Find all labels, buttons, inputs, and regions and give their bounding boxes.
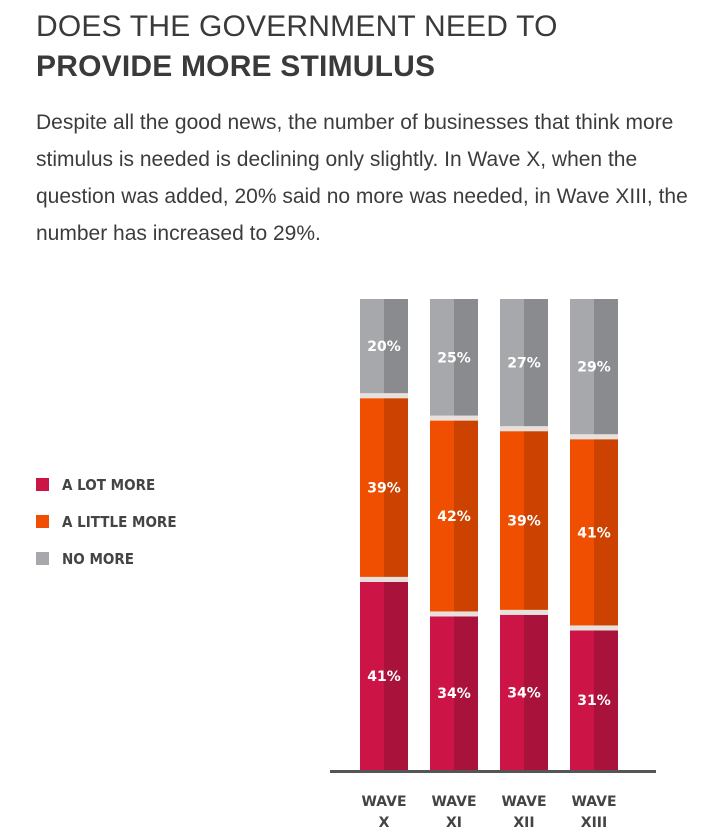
data-label-a-little-more-3: 39%: [507, 514, 541, 530]
legend-swatch-no-more: [36, 552, 49, 565]
bar-a-little-more-2: [430, 420, 454, 612]
x-tick-label-1-1: WAVE: [361, 794, 406, 810]
bar-a-little-more-3: [500, 431, 524, 610]
bar-group-4: 31% 41% 29%: [570, 299, 618, 770]
legend-swatch-a-lot-more: [36, 478, 49, 491]
data-label-a-lot-more-2: 34%: [437, 686, 471, 702]
bar-no-more-4: [570, 299, 594, 435]
x-tick-label-3-2: XII: [513, 815, 534, 831]
bar-separator-3-2: [500, 426, 548, 432]
bar-shade-a-little-more-2: [454, 420, 478, 612]
data-label-a-little-more-2: 42%: [437, 509, 471, 525]
page-title-line-1: DOES THE GOVERNMENT NEED TO: [36, 10, 558, 43]
bar-shade-no-more-4: [594, 299, 618, 435]
data-label-a-lot-more-3: 34%: [507, 685, 541, 701]
data-label-no-more-1: 20%: [367, 339, 401, 355]
data-label-a-lot-more-1: 41%: [367, 669, 401, 685]
bar-shade-a-little-more-3: [524, 431, 548, 610]
legend-label-no-more: NO MORE: [62, 549, 135, 568]
bar-shade-no-more-3: [524, 299, 548, 427]
bar-group-3: 34% 39% 27%: [500, 299, 548, 770]
x-tick-label-4-1: WAVE: [571, 794, 616, 810]
legend-item-no-more: NO MORE: [36, 540, 189, 577]
bar-a-lot-more-4: [570, 630, 594, 770]
bar-separator-4-2: [570, 434, 618, 440]
bar-separator-2-2: [430, 415, 478, 421]
bar-shade-no-more-2: [454, 299, 478, 416]
bar-shade-a-lot-more-3: [524, 614, 548, 770]
data-label-a-little-more-4: 41%: [577, 525, 611, 541]
data-label-no-more-4: 29%: [577, 360, 611, 376]
bar-a-lot-more-1: [360, 581, 384, 770]
bar-group-1: 41% 39% 20%: [360, 299, 408, 770]
data-label-a-lot-more-4: 31%: [577, 693, 611, 709]
legend-item-a-little-more: A LITTLE MORE: [36, 503, 189, 540]
bar-shade-no-more-1: [384, 299, 408, 394]
bar-separator-1-1: [360, 576, 408, 582]
bar-shade-a-little-more-4: [594, 439, 618, 626]
bar-no-more-3: [500, 299, 524, 427]
bar-separator-4-1: [570, 625, 618, 631]
bar-shade-a-lot-more-2: [454, 616, 478, 770]
legend-label-a-lot-more: A LOT MORE: [62, 475, 156, 494]
page-title-line-2: PROVIDE MORE STIMULUS: [36, 50, 436, 83]
bar-shade-a-little-more-1: [384, 398, 408, 577]
bar-separator-1-2: [360, 393, 408, 399]
page-subtitle: Despite all the good news, the number of…: [36, 111, 688, 245]
bar-no-more-1: [360, 299, 384, 394]
x-tick-label-2-1: WAVE: [431, 794, 476, 810]
bar-group-2: 34% 42% 25%: [430, 299, 478, 770]
bar-a-lot-more-3: [500, 614, 524, 770]
x-tick-label-1-2: X: [379, 815, 390, 831]
bar-shade-a-lot-more-1: [384, 581, 408, 770]
legend-swatch-a-little-more: [36, 515, 49, 528]
data-label-a-little-more-1: 39%: [367, 481, 401, 497]
x-tick-label-3-1: WAVE: [501, 794, 546, 810]
bar-a-lot-more-2: [430, 616, 454, 770]
legend-item-a-lot-more: A LOT MORE: [36, 466, 189, 503]
data-label-no-more-3: 27%: [507, 356, 541, 372]
chart-legend: A LOT MORE A LITTLE MORE NO MORE: [36, 466, 189, 577]
bar-separator-2-1: [430, 611, 478, 617]
bar-separator-3-1: [500, 609, 548, 615]
legend-label-a-little-more: A LITTLE MORE: [62, 512, 177, 531]
bar-no-more-2: [430, 299, 454, 416]
bar-a-little-more-1: [360, 398, 384, 577]
bar-shade-a-lot-more-4: [594, 630, 618, 770]
data-label-no-more-2: 25%: [437, 350, 471, 366]
x-tick-label-4-2: XIII: [581, 815, 607, 831]
x-tick-label-2-2: XI: [446, 815, 462, 831]
bar-a-little-more-4: [570, 439, 594, 626]
x-axis-line: [330, 770, 656, 773]
